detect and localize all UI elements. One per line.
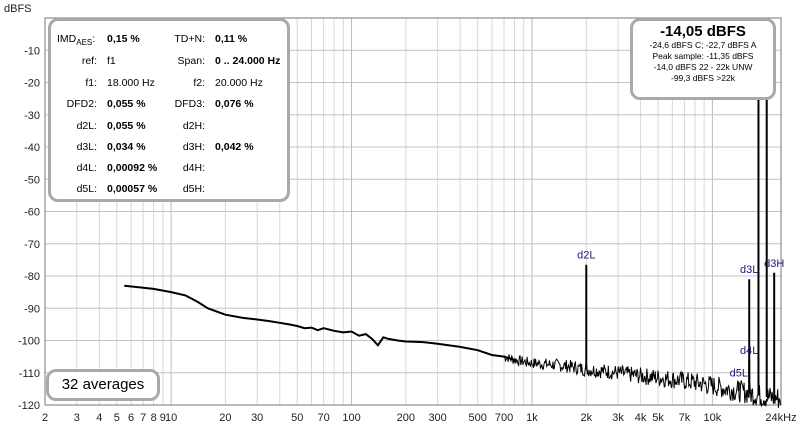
level-peak-sample: Peak sample: -11,35 dBFS	[652, 51, 754, 61]
noise-band	[503, 354, 781, 408]
f1-label: f1:	[85, 77, 97, 89]
x-tick-label: 70	[317, 412, 329, 424]
dfd3-label: DFD3:	[174, 98, 205, 110]
span-label: Span:	[177, 55, 205, 67]
d2h-label: d2H:	[182, 120, 205, 132]
noise-floor-curve	[124, 284, 515, 361]
peak-label-d5l: d5L	[730, 367, 748, 379]
tdn-value: 0,11 %	[215, 33, 248, 45]
peak-label-d3h: d3H	[764, 258, 784, 270]
d4h-label: d4H:	[182, 162, 205, 174]
y-tick-label: -30	[24, 110, 40, 122]
distortion-stats-panel: IMDAES: 0,15 % TD+N: 0,11 % ref: f1 Span…	[48, 18, 290, 202]
span-value: 0 .. 24.000 Hz	[215, 55, 281, 67]
level-main: -14,05 dBFS	[660, 23, 746, 40]
y-tick-label: -50	[24, 174, 40, 186]
x-tick-label: 1k	[526, 412, 538, 424]
y-tick-label: -40	[24, 142, 40, 154]
x-tick-label: 50	[291, 412, 303, 424]
x-tick-label: 6	[128, 412, 134, 424]
y-tick-label: -10	[24, 45, 40, 57]
x-tick-label: 10k	[704, 412, 722, 424]
d2l-value: 0,055 %	[107, 120, 146, 132]
peak-label-d4l: d4L	[740, 345, 758, 357]
ref-value: f1	[107, 55, 116, 67]
level-weighted: -24,6 dBFS C; -22,7 dBFS A	[649, 40, 757, 50]
y-tick-label: -100	[18, 336, 40, 348]
x-tick-label: 3k	[612, 412, 624, 424]
x-tick-label: 200	[397, 412, 415, 424]
x-tick-label: 9	[160, 412, 166, 424]
x-tick-labels: 2 3 4 5 6 7 8 9 10 20 30 50 70 100 200 300 500 700 1k 2k 3k 4…	[42, 412, 797, 424]
x-tick-label: 300	[428, 412, 446, 424]
y-tick-label: -20	[24, 78, 40, 90]
x-tick-label: 3	[74, 412, 80, 424]
x-tick-label: 5k	[652, 412, 664, 424]
f2-label: f2:	[193, 77, 205, 89]
x-tick-label: 7k	[679, 412, 691, 424]
x-tick-label: 500	[468, 412, 486, 424]
plot-frame	[44, 17, 782, 406]
imd-label: IMDAES:	[57, 33, 96, 48]
d5l-value: 0,00057 %	[107, 183, 158, 195]
x-tick-label: 2k	[580, 412, 592, 424]
d4l-value: 0,00092 %	[107, 162, 158, 174]
y-tick-label: -60	[24, 207, 40, 219]
d5h-label: d5H:	[182, 183, 205, 195]
y-tick-label: -120	[18, 400, 40, 412]
x-tick-label: 2	[42, 412, 48, 424]
d2l-label: d2L:	[76, 120, 97, 132]
x-tick-label: 20	[219, 412, 231, 424]
x-tick-label: 5	[114, 412, 120, 424]
y-tick-label: -80	[24, 271, 40, 283]
x-tick-label: 4k	[635, 412, 647, 424]
imd-value: 0,15 %	[107, 33, 140, 45]
peak-lines	[585, 63, 776, 398]
x-tick-label: 700	[495, 412, 513, 424]
x-tick-label: 7	[140, 412, 146, 424]
x-tick-label: 100	[342, 412, 360, 424]
peak-label-d3l: d3L	[740, 264, 758, 276]
y-tick-labels: -10 -20 -30 -40 -50 -60 -70 -80 -90 -100 -110 -120	[18, 45, 40, 412]
level-above-22k: -99,3 dBFS >22k	[670, 73, 736, 83]
level-unweighted: -14,0 dBFS 22 - 22k UNW	[653, 62, 753, 72]
averages-badge: 32 averages	[46, 369, 160, 401]
y-tick-label: -110	[19, 368, 40, 380]
y-tick-label: -70	[24, 239, 40, 251]
x-tick-label: 24kHz	[765, 412, 796, 424]
d3l-label: d3L:	[76, 141, 97, 153]
x-tick-label: 30	[251, 412, 263, 424]
f1-value: 18.000 Hz	[107, 77, 155, 89]
ref-label: ref:	[81, 55, 97, 67]
dfd2-label: DFD2:	[66, 98, 97, 110]
f2-value: 20.000 Hz	[215, 77, 263, 89]
x-tick-label: 4	[96, 412, 102, 424]
dfd2-value: 0,055 %	[107, 98, 146, 110]
dfd3-value: 0,076 %	[215, 98, 254, 110]
peak-label-d2l: d2L	[577, 250, 595, 262]
d4l-label: d4L:	[76, 162, 97, 174]
d3h-label: d3H:	[182, 141, 205, 153]
tdn-label: TD+N:	[174, 33, 205, 45]
y-tick-label: -90	[24, 303, 40, 315]
d3l-value: 0,034 %	[107, 141, 146, 153]
d5l-label: d5L:	[76, 183, 97, 195]
d3h-value: 0,042 %	[215, 141, 254, 153]
y-axis-title: dBFS	[4, 3, 32, 15]
level-panel: -14,05 dBFS -24,6 dBFS C; -22,7 dBFS A P…	[630, 18, 776, 100]
x-tick-label: 10	[165, 412, 177, 424]
peak-labels: d2L d5L d4L d3L d3H	[577, 250, 784, 380]
x-tick-label: 8	[151, 412, 157, 424]
